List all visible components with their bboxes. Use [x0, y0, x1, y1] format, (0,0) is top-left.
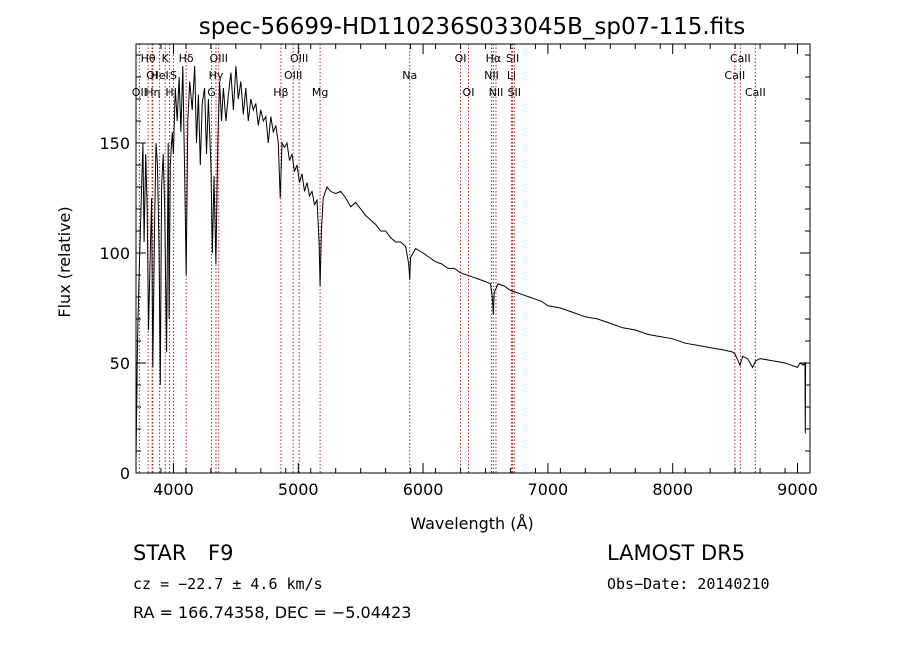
marker-label: NII	[489, 86, 504, 99]
y-axis-label: Flux (relative)	[55, 206, 74, 317]
observation-date: Obs−Date: 20140210	[607, 575, 770, 593]
marker-label: Mg	[312, 86, 328, 99]
redshift-readout: cz = −22.7 ± 4.6 km/s	[133, 575, 323, 593]
marker-label: CaII	[745, 86, 766, 99]
y-tick-label: 50	[110, 354, 130, 373]
x-axis-label: Wavelength (Å)	[410, 514, 533, 533]
y-tick-label: 0	[120, 464, 130, 483]
plot-frame	[135, 43, 811, 474]
marker-label: K	[162, 52, 170, 65]
marker-label: SII	[506, 52, 519, 65]
object-class: STAR	[133, 541, 187, 565]
marker-label: Hα	[486, 52, 502, 65]
marker-label: NII	[484, 69, 499, 82]
marker-label: CaII	[730, 52, 751, 65]
marker-label: OIII	[290, 52, 308, 65]
coordinates: RA = 166.74358, DEC = −5.04423	[133, 603, 412, 622]
x-tick-label: 9000	[777, 480, 818, 499]
x-tick-label: 6000	[403, 480, 444, 499]
marker-label: Hη	[145, 86, 160, 99]
object-subclass: F9	[208, 541, 234, 565]
marker-label: S	[170, 69, 177, 82]
marker-label: OIII	[210, 52, 228, 65]
x-tick-label: 5000	[278, 480, 319, 499]
marker-label: HeI	[150, 69, 168, 82]
marker-label: Hβ	[273, 86, 288, 99]
x-tick-label: 8000	[652, 480, 693, 499]
x-tick-label: 7000	[528, 480, 569, 499]
marker-label: Hδ	[179, 52, 194, 65]
marker-label: Hγ	[209, 69, 224, 82]
marker-label: OIII	[284, 69, 302, 82]
marker-label: Na	[402, 69, 417, 82]
chart-title: spec-56699-HD110236S033045B_sp07-115.fit…	[199, 14, 745, 40]
marker-label: Hθ	[141, 52, 156, 65]
marker-label: G	[207, 86, 216, 99]
y-tick-label: 150	[99, 134, 130, 153]
x-tick-label: 4000	[153, 480, 194, 499]
y-tick-label: 100	[99, 244, 130, 263]
marker-label: OI	[463, 86, 475, 99]
marker-label: Li	[507, 69, 516, 82]
marker-label: H	[165, 86, 173, 99]
marker-label: SII	[508, 86, 521, 99]
marker-label: OI	[455, 52, 467, 65]
marker-label: CaII	[724, 69, 745, 82]
survey-name: LAMOST DR5	[607, 541, 746, 565]
marker-label: OI	[146, 69, 158, 82]
spectrum-line	[135, 65, 807, 463]
